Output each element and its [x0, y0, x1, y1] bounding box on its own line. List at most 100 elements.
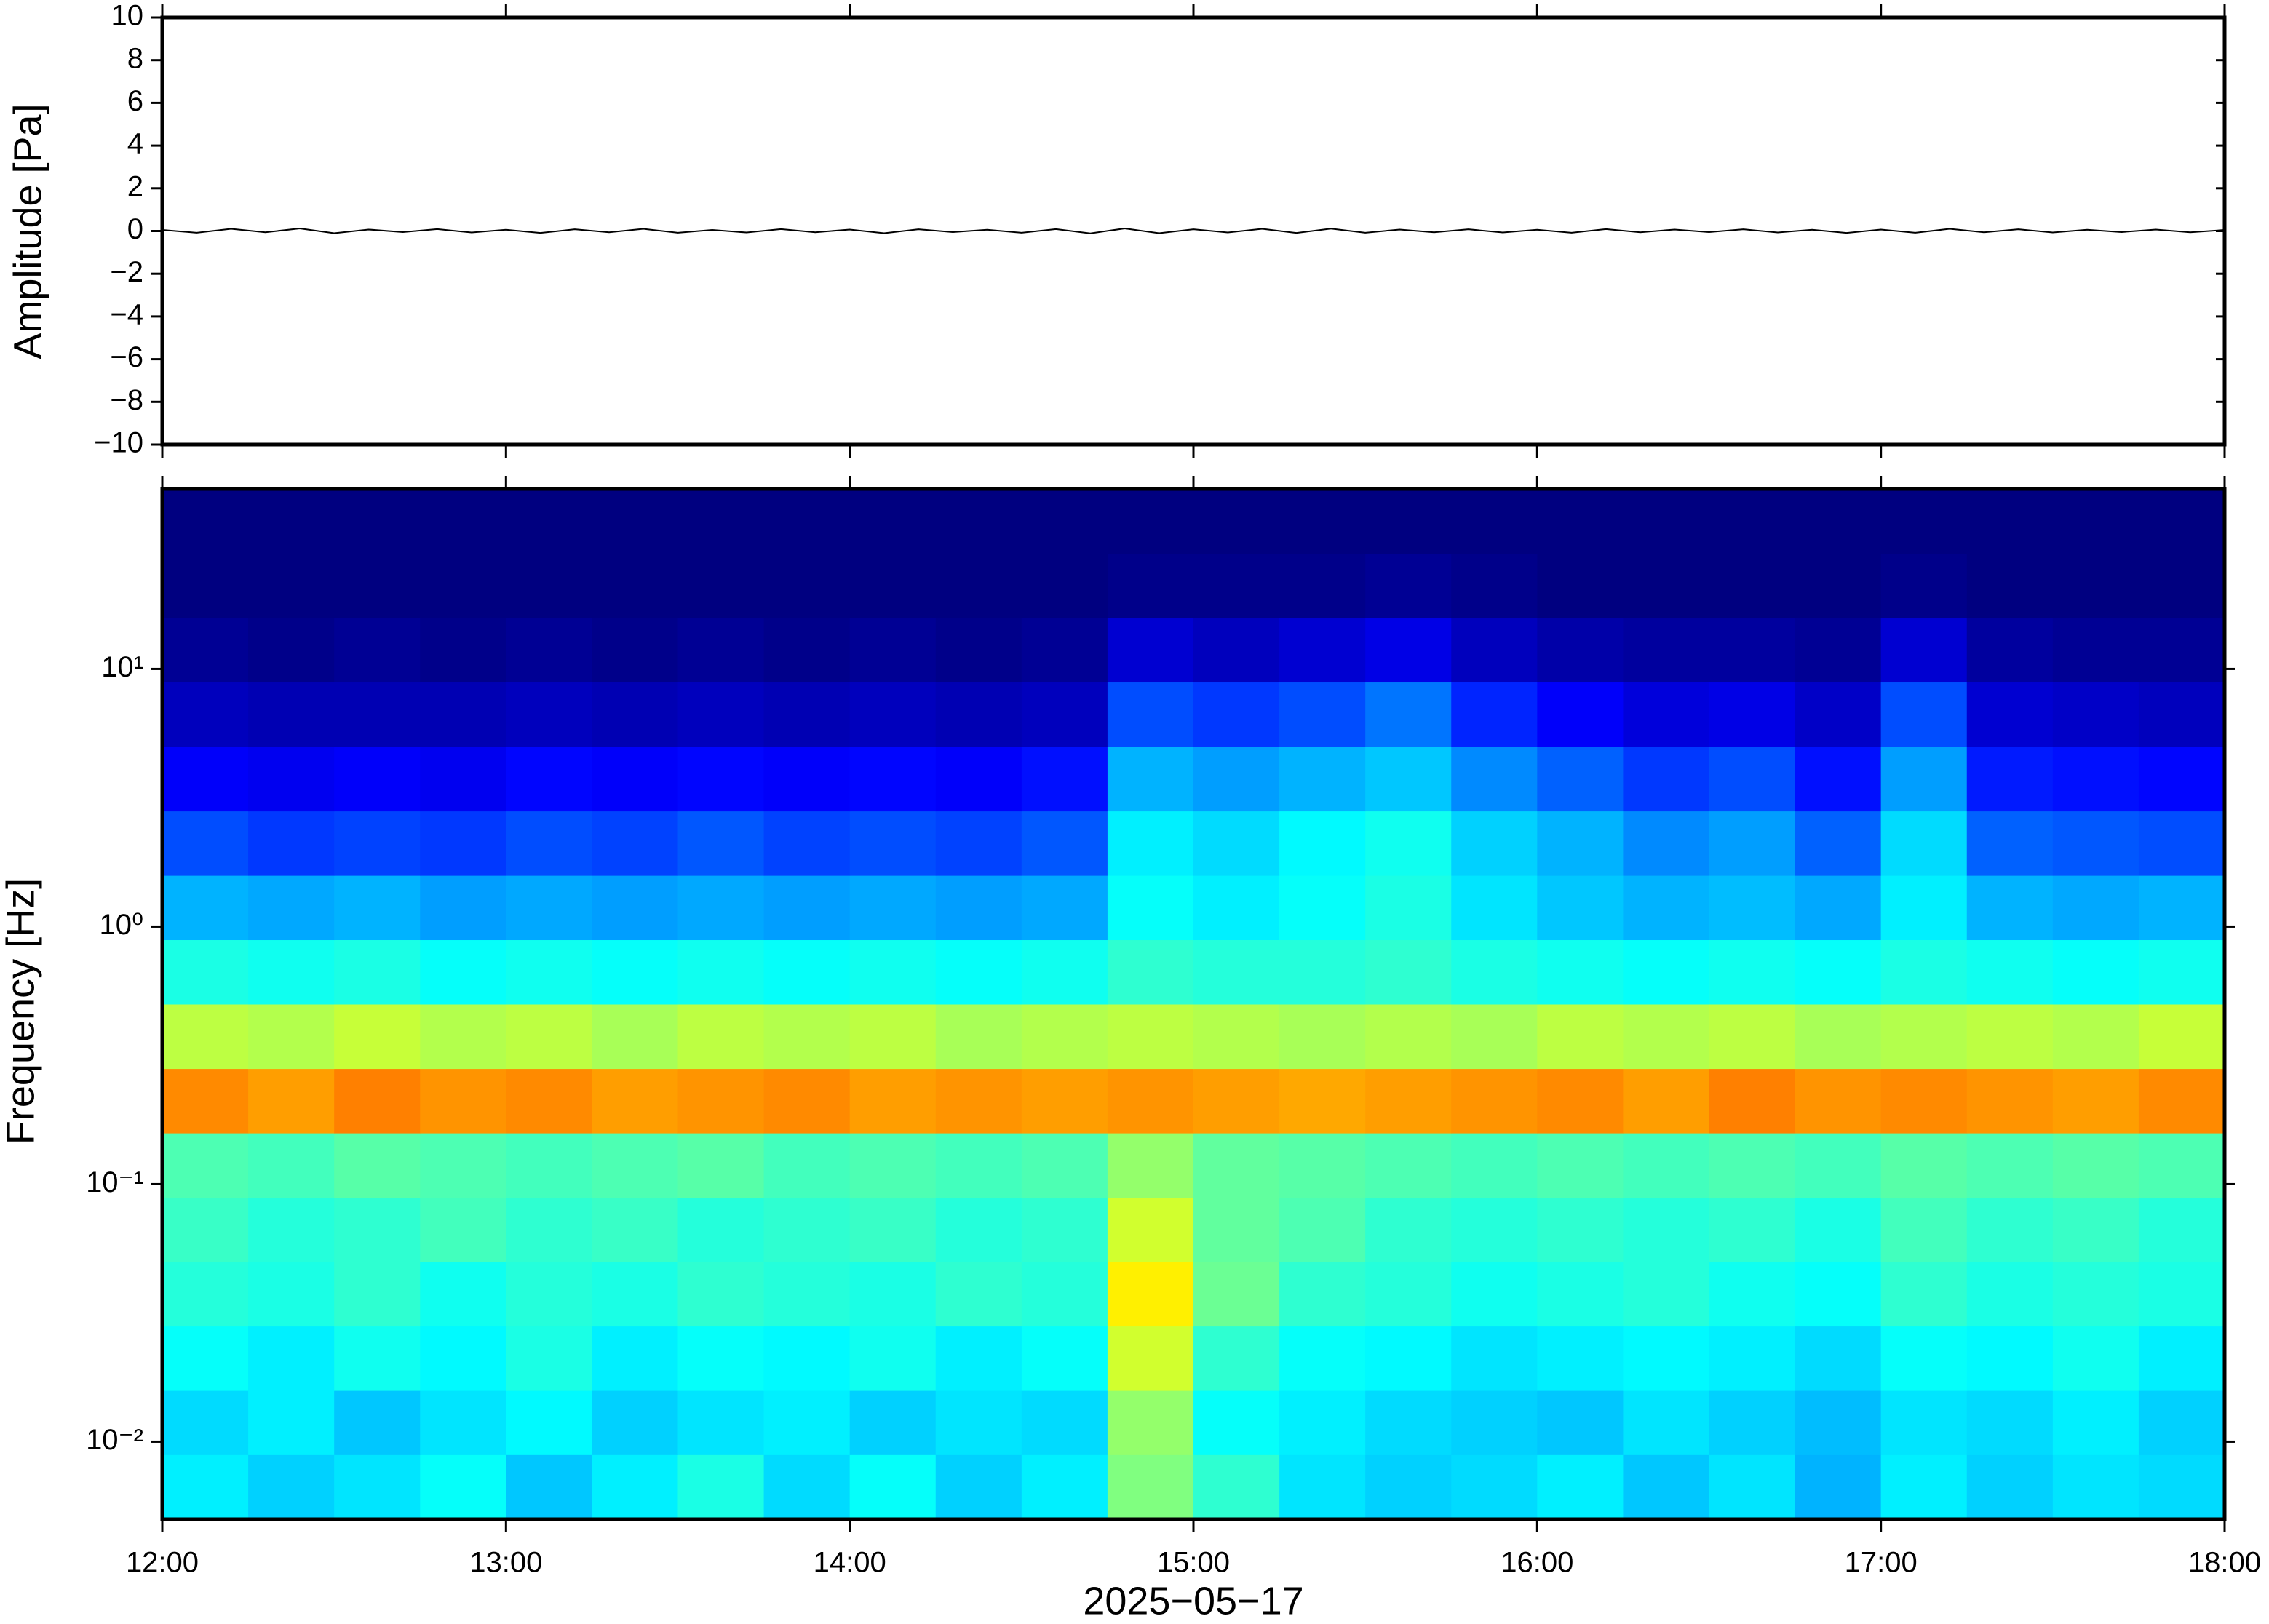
- heat-cell: [1193, 1390, 1280, 1455]
- heat-cell: [506, 875, 592, 941]
- heat-cell: [162, 1004, 249, 1070]
- x-tick-label: 15:00: [1157, 1547, 1230, 1579]
- heat-cell: [592, 1262, 678, 1327]
- heat-cell: [1279, 1004, 1366, 1070]
- heat-cell: [248, 1390, 335, 1455]
- heat-cell: [592, 747, 678, 812]
- heat-cell: [763, 939, 851, 1005]
- heat-cell: [2052, 1068, 2139, 1134]
- heat-cell: [1880, 553, 1968, 618]
- heat-cell: [935, 1004, 1022, 1070]
- heat-cell: [162, 1262, 249, 1327]
- heat-cell: [677, 747, 765, 812]
- heat-cell: [2052, 1454, 2139, 1520]
- heat-cell: [935, 1454, 1022, 1520]
- y-tick-label: −10: [94, 427, 143, 459]
- heat-cell: [935, 618, 1022, 683]
- heat-cell: [1966, 1068, 2054, 1134]
- heat-cell: [1880, 1133, 1968, 1198]
- heat-cell: [1537, 1262, 1624, 1327]
- heat-cell: [592, 1133, 678, 1198]
- heat-cell: [1107, 1262, 1194, 1327]
- heat-cell: [849, 1133, 937, 1198]
- heat-cell: [1709, 682, 1796, 747]
- heat-cell: [1537, 1004, 1624, 1070]
- heat-cell: [1880, 489, 1968, 554]
- heat-cell: [1193, 747, 1280, 812]
- heat-cell: [1623, 811, 1709, 876]
- heat-cell: [334, 1262, 421, 1327]
- heat-cell: [1795, 1326, 1882, 1391]
- heat-cell: [248, 1197, 335, 1262]
- heat-cell: [2138, 1068, 2225, 1134]
- heat-cell: [162, 489, 249, 554]
- heat-cell: [2052, 682, 2139, 747]
- heat-cell: [162, 811, 249, 876]
- heat-cell: [592, 618, 678, 683]
- heat-cell: [1193, 1262, 1280, 1327]
- heat-cell: [420, 618, 506, 683]
- heat-cell: [1021, 618, 1108, 683]
- heat-cell: [1795, 875, 1882, 941]
- heat-cell: [506, 747, 592, 812]
- heat-cell: [1021, 1454, 1108, 1520]
- y-tick-label: 10⁻²: [86, 1424, 143, 1456]
- heat-cell: [1021, 1326, 1108, 1391]
- heat-cell: [1365, 553, 1452, 618]
- heat-cell: [420, 1197, 506, 1262]
- heat-cell: [1537, 1197, 1624, 1262]
- heat-cell: [1537, 682, 1624, 747]
- heat-cell: [1623, 1390, 1709, 1455]
- heat-cell: [420, 1068, 506, 1134]
- heat-cell: [1107, 875, 1194, 941]
- heat-cell: [1365, 1133, 1452, 1198]
- heat-cell: [1451, 1390, 1538, 1455]
- heat-cell: [1623, 1004, 1709, 1070]
- heat-cell: [1107, 747, 1194, 812]
- heat-cell: [334, 1390, 421, 1455]
- x-tick-label: 13:00: [469, 1547, 542, 1579]
- heat-cell: [162, 682, 249, 747]
- heat-cell: [935, 1326, 1022, 1391]
- heat-cell: [1279, 875, 1366, 941]
- heat-cell: [1365, 1262, 1452, 1327]
- heat-cell: [1709, 747, 1796, 812]
- heat-cell: [334, 1197, 421, 1262]
- heat-cell: [1537, 489, 1624, 554]
- heat-cell: [592, 811, 678, 876]
- heat-cell: [677, 811, 765, 876]
- heat-cell: [162, 1454, 249, 1520]
- heat-cell: [677, 553, 765, 618]
- heat-cell: [1365, 618, 1452, 683]
- heat-cell: [420, 1262, 506, 1327]
- heat-cell: [2138, 618, 2225, 683]
- heat-cell: [162, 747, 249, 812]
- heat-cell: [1623, 1068, 1709, 1134]
- heat-cell: [935, 747, 1022, 812]
- heat-cell: [1365, 1326, 1452, 1391]
- heat-cell: [1279, 1262, 1366, 1327]
- heat-cell: [1107, 1326, 1194, 1391]
- heat-cell: [592, 682, 678, 747]
- heat-cell: [935, 1133, 1022, 1198]
- heat-cell: [1966, 1197, 2054, 1262]
- heat-cell: [1193, 618, 1280, 683]
- heat-cell: [1193, 489, 1280, 554]
- heat-cell: [420, 553, 506, 618]
- heat-cell: [2138, 811, 2225, 876]
- heat-cell: [334, 618, 421, 683]
- heat-cell: [506, 1454, 592, 1520]
- heat-cell: [1279, 939, 1366, 1005]
- heat-cell: [506, 1068, 592, 1134]
- heat-cell: [1623, 1262, 1709, 1327]
- y-tick-label: 2: [127, 170, 143, 202]
- heat-cell: [1795, 747, 1882, 812]
- heat-cell: [420, 1390, 506, 1455]
- heat-cell: [935, 489, 1022, 554]
- heat-cell: [1193, 553, 1280, 618]
- heat-cell: [1193, 811, 1280, 876]
- heat-cell: [1451, 939, 1538, 1005]
- heat-cell: [849, 1454, 937, 1520]
- heat-cell: [1537, 747, 1624, 812]
